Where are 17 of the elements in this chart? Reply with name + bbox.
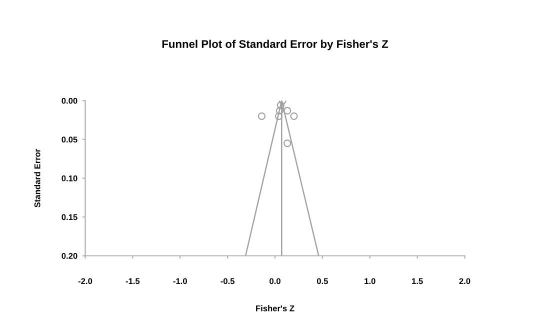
y-tick-label: 0.20 (62, 252, 78, 259)
chart-title: Funnel Plot of Standard Error by Fisher's Z (162, 40, 388, 50)
x-axis-title: Fisher's Z (256, 305, 294, 312)
x-tick-label: 1.0 (364, 278, 376, 284)
x-tick-label: 0.5 (316, 278, 328, 284)
x-tick-label: 1.5 (412, 278, 423, 284)
y-tick-label: 0.00 (62, 98, 78, 104)
y-tick-label: 0.10 (62, 175, 78, 182)
x-tick-label: -0.5 (220, 278, 235, 284)
x-tick-label: -1.0 (173, 278, 187, 284)
x-tick-label: 0.0 (270, 278, 280, 284)
y-tick-label: 0.05 (62, 136, 78, 143)
x-tick-label: 2.0 (459, 278, 470, 284)
x-tick-label: -1.5 (126, 278, 140, 284)
y-tick-label: 0.15 (62, 214, 78, 220)
y-axis-title: Standard Error (34, 148, 40, 208)
x-tick-label: -2.0 (78, 278, 92, 284)
